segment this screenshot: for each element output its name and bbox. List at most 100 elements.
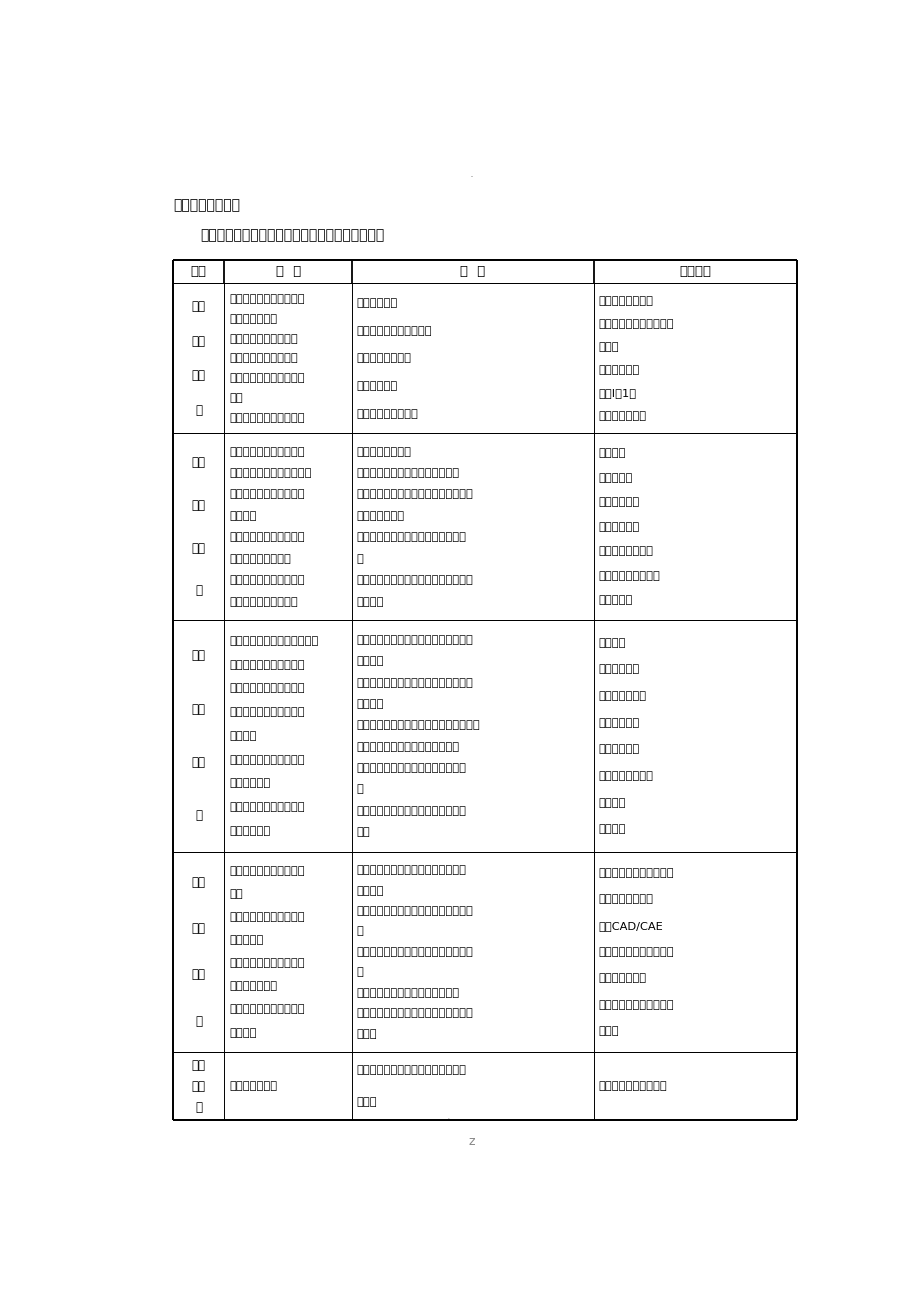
Text: 识: 识 [357, 927, 363, 936]
Text: 电工电子技术: 电工电子技术 [597, 497, 639, 508]
Text: 铸造工艺设计的根本步骤与容要求知: 铸造工艺设计的根本步骤与容要求知 [357, 763, 466, 773]
Text: 识: 识 [357, 553, 363, 564]
Text: 断能力；: 断能力； [229, 510, 256, 521]
Text: 的能力。: 的能力。 [229, 1027, 256, 1038]
Text: 金属液特性与炉前处理技术与知识: 金属液特性与炉前处理技术与知识 [357, 742, 460, 751]
Text: 进展铸件质量检测与质量: 进展铸件质量检测与质量 [229, 802, 304, 812]
Text: 中国特色社会主义理论体: 中国特色社会主义理论体 [597, 319, 673, 329]
Text: 制定与执行平安生产规章: 制定与执行平安生产规章 [229, 1005, 304, 1014]
Text: 熟练的计算机操作能力。: 熟练的计算机操作能力。 [229, 413, 304, 423]
Text: 运用政治理论知识分析解: 运用政治理论知识分析解 [229, 294, 304, 305]
Text: 专业: 专业 [191, 650, 206, 663]
Text: 金属材料与热处理: 金属材料与热处理 [597, 546, 652, 556]
Text: 分析的能力。: 分析的能力。 [229, 825, 270, 836]
Text: 特种铸造法对设备和模具要求的根本: 特种铸造法对设备和模具要求的根本 [357, 806, 466, 815]
Text: 特种铸造: 特种铸造 [597, 824, 625, 835]
Text: 铸造CAD/CAE: 铸造CAD/CAE [597, 921, 663, 931]
Text: 根本机械系统的分析和判: 根本机械系统的分析和判 [229, 490, 304, 500]
Text: 非铁合金及其熔炼: 非铁合金及其熔炼 [597, 771, 652, 781]
Text: 金属材料的性能特点、适用围与成形法: 金属材料的性能特点、适用围与成形法 [357, 490, 473, 500]
Text: 关知识: 关知识 [357, 1096, 377, 1107]
Text: 技术知识: 技术知识 [357, 885, 384, 896]
Text: 根本理论与知识: 根本理论与知识 [357, 510, 404, 521]
Text: 具有一定的判断能力。: 具有一定的判断能力。 [229, 596, 298, 607]
Text: 计算机应用根底: 计算机应用根底 [597, 411, 646, 421]
Text: 通识: 通识 [191, 1059, 206, 1072]
Text: 能  力: 能 力 [276, 266, 301, 279]
Text: 铸造平安生产与职业素养: 铸造平安生产与职业素养 [597, 947, 673, 957]
Text: 正确选用金属材料和制定: 正确选用金属材料和制定 [229, 533, 304, 543]
Text: 材料性能与成形控制: 材料性能与成形控制 [597, 570, 660, 581]
Text: 机械设计根底: 机械设计根底 [597, 522, 639, 531]
Text: 铸造工艺计算机数值模拟: 铸造工艺计算机数值模拟 [229, 958, 304, 969]
Text: 是综合实践模块。: 是综合实践模块。 [173, 199, 240, 212]
Text: 根本电子电路知识: 根本电子电路知识 [357, 447, 412, 457]
Text: 的设计能力；: 的设计能力； [229, 779, 270, 788]
Text: 常用金属材料的热处理根本理论与知: 常用金属材料的热处理根本理论与知 [357, 533, 466, 543]
Text: 铸造原辅材料的性能特点、适用原则等: 铸造原辅材料的性能特点、适用原则等 [357, 635, 473, 644]
Text: 课模: 课模 [191, 368, 206, 381]
Text: 一定的英语听、说、写能: 一定的英语听、说、写能 [229, 374, 304, 383]
Text: 的应用: 的应用 [597, 1026, 618, 1036]
Text: 本知识: 本知识 [357, 1029, 377, 1039]
Text: .: . [469, 167, 473, 180]
Text: 公共: 公共 [191, 299, 206, 312]
Text: 铸件的品质控制: 铸件的品质控制 [597, 691, 646, 700]
Text: 的能力；: 的能力； [229, 730, 256, 741]
Text: 根底英语知识: 根底英语知识 [357, 381, 398, 391]
Text: 铸造工艺计算机数值模拟、优化的根本: 铸造工艺计算机数值模拟、优化的根本 [357, 947, 473, 957]
Text: 高等教育人才培养素质能力建立的相: 高等教育人才培养素质能力建立的相 [357, 1065, 466, 1075]
Text: 计算机技术在铸造生产中: 计算机技术在铸造生产中 [597, 1000, 673, 1009]
Text: 艺术铸品鉴赏与制造技术: 艺术铸品鉴赏与制造技术 [597, 868, 673, 878]
Text: 铸造工艺根底: 铸造工艺根底 [597, 664, 639, 674]
Text: 对铸造技术趋势与开展向: 对铸造技术趋势与开展向 [229, 575, 304, 586]
Text: 力；: 力； [229, 393, 243, 402]
Text: 根本能力；: 根本能力； [229, 935, 263, 945]
Text: 造型材料: 造型材料 [597, 638, 625, 647]
Text: 计算机绘图: 计算机绘图 [597, 473, 632, 483]
Text: 课模: 课模 [191, 756, 206, 769]
Text: 工艺的设计与修正能力；: 工艺的设计与修正能力； [229, 684, 304, 694]
Text: 铸铁、铸钢、非铁铸造合金的熔炼原理、: 铸铁、铸钢、非铁铸造合金的熔炼原理、 [357, 720, 480, 730]
Text: 从事铸造车间及设备管理: 从事铸造车间及设备管理 [229, 707, 304, 717]
Text: 决问题的能力；: 决问题的能力； [229, 314, 277, 324]
Text: 社交礼仪、思想品德等: 社交礼仪、思想品德等 [597, 1081, 666, 1091]
Text: 综合素质能力。: 综合素质能力。 [229, 1081, 277, 1091]
Text: 知识: 知识 [357, 827, 370, 837]
Text: 铸铁及其熔炼: 铸铁及其熔炼 [597, 717, 639, 728]
Text: 核心: 核心 [191, 703, 206, 716]
Text: 铸造企业管理根底: 铸造企业管理根底 [597, 894, 652, 905]
Text: 进展根本铸造模具及工装: 进展根本铸造模具及工装 [229, 755, 304, 764]
Text: 根本知识: 根本知识 [357, 656, 384, 667]
Text: 根底: 根底 [191, 335, 206, 348]
Text: 高等数学根底: 高等数学根底 [597, 365, 639, 375]
Text: 开放大学学习指南: 开放大学学习指南 [597, 296, 652, 306]
Text: 法: 法 [357, 967, 363, 978]
Text: 识: 识 [357, 784, 363, 794]
Text: 中国铸造技术的开展历史、趋势及其相: 中国铸造技术的开展历史、趋势及其相 [357, 575, 473, 586]
Text: 进展铸造熔炼工艺、型〔芯〕: 进展铸造熔炼工艺、型〔芯〕 [229, 637, 318, 646]
Text: 块: 块 [195, 404, 202, 417]
Text: 开放教育理念与学习模式: 开放教育理念与学习模式 [357, 326, 432, 336]
Text: 力；: 力； [229, 889, 243, 900]
Text: 模块: 模块 [190, 266, 207, 279]
Text: 关的知识: 关的知识 [357, 596, 384, 607]
Text: 块: 块 [195, 1014, 202, 1027]
Text: 机械制图: 机械制图 [597, 448, 625, 458]
Text: 铸钢及其熔炼: 铸钢及其熔炼 [597, 745, 639, 754]
Text: 砂处理工艺、造型〔芯〕: 砂处理工艺、造型〔芯〕 [229, 660, 304, 669]
Text: 块: 块 [195, 810, 202, 823]
Text: 系概论: 系概论 [597, 342, 618, 352]
Text: 进展电子电路分析的能力；: 进展电子电路分析的能力； [229, 467, 312, 478]
Text: 课模: 课模 [191, 1079, 206, 1092]
Text: 块: 块 [195, 585, 202, 598]
Text: 鉴赏艺术铸造品的根本能: 鉴赏艺术铸造品的根本能 [229, 866, 304, 876]
Text: 块: 块 [195, 1100, 202, 1113]
Text: 中国铸造史: 中国铸造史 [597, 595, 632, 605]
Text: 拓展: 拓展 [191, 922, 206, 935]
Text: 铸造企业生产过程、车间管理的根本知: 铸造企业生产过程、车间管理的根本知 [357, 906, 473, 917]
Text: 课模: 课模 [191, 542, 206, 555]
Text: 铸造新材料、新设备、新工艺开展的根: 铸造新材料、新设备、新工艺开展的根 [357, 1008, 473, 1018]
Text: z: z [468, 1135, 474, 1148]
Text: 铸造平安生产法规与要求根本知识: 铸造平安生产法规与要求根本知识 [357, 988, 460, 997]
